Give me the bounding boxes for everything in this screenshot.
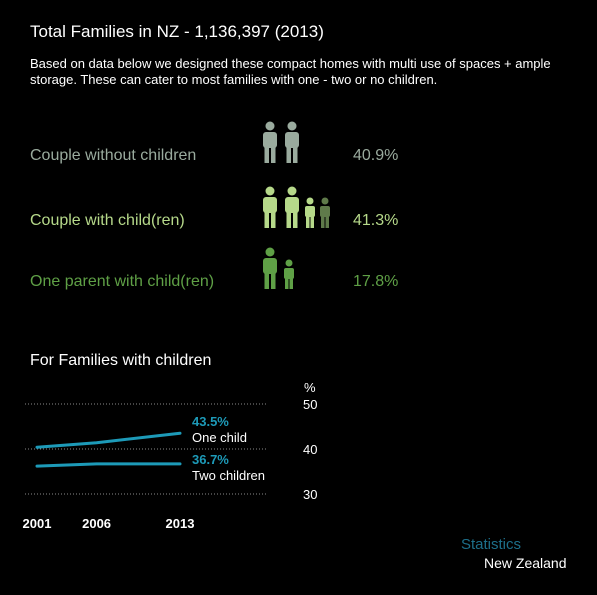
y-tick-label: 30 [303,487,317,502]
y-tick-label: 40 [303,442,317,457]
family-label: One parent with child(ren) [30,273,215,290]
stats-nz-logo-line2: New Zealand [484,555,567,571]
y-tick-label: 50 [303,397,317,412]
series-end-value-label: 43.5% [192,414,229,429]
stats-nz-logo-line1: Statistics [461,536,522,553]
family-row-one-parent: One parent with child(ren) 17.8% [0,246,597,296]
family-row-couple-no-children: Couple without children 40.9% [0,120,597,170]
two-adults-two-children-icon [263,186,330,228]
family-row-couple-with-children: Couple with child(ren) 41.3% [0,185,597,235]
series-name-label: One child [192,430,247,445]
family-percentage: 41.3% [353,212,399,229]
series-name-label: Two children [192,468,265,483]
x-tick-label: 2013 [166,516,195,531]
x-tick-label: 2001 [23,516,52,531]
series-line-one-child [35,431,182,449]
x-tick-label: 2006 [82,516,111,531]
trend-line-chart: % 50 40 30 43.5%One child 36.7%Two children 20… [23,380,318,531]
series-end-value-label: 36.7% [192,452,229,467]
one-adult-one-child-icon [263,247,294,289]
family-percentage: 40.9% [353,147,399,164]
page-title: Total Families in NZ - 1,136,397 (2013) [30,22,324,41]
intro-text: Based on data below we designed these co… [30,56,551,87]
family-label: Couple without children [30,147,197,164]
series-line-two-children [35,462,182,468]
chart-title: For Families with children [30,352,212,369]
y-axis-unit-label: % [304,380,316,395]
family-percentage: 17.8% [353,273,399,290]
two-adults-icon [263,121,299,163]
family-label: Couple with child(ren) [30,212,185,229]
